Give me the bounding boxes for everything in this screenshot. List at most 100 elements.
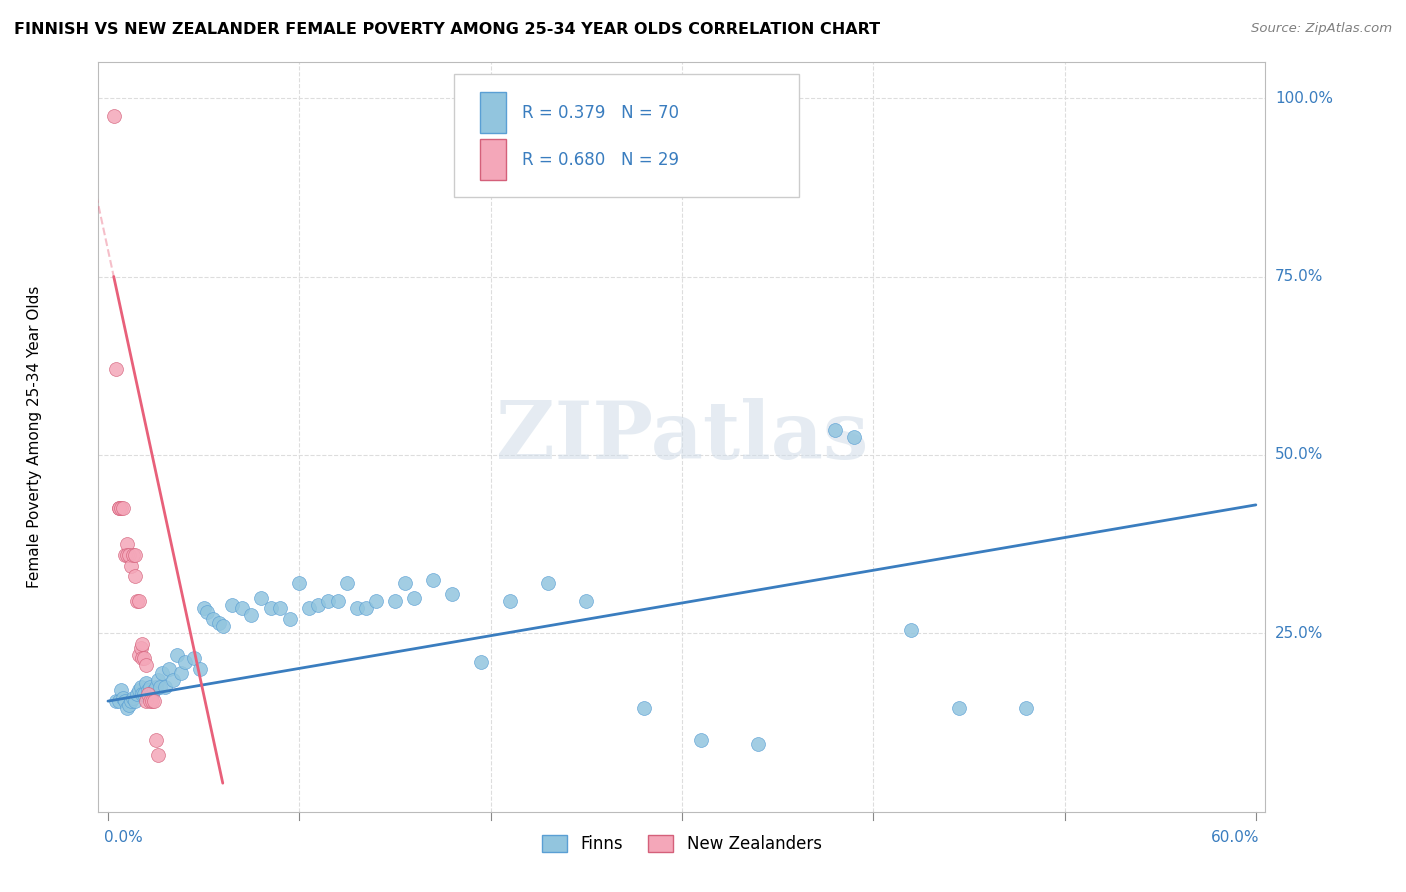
Point	[141, 687, 163, 701]
FancyBboxPatch shape	[454, 74, 799, 197]
Point	[259, 601, 281, 615]
Point	[131, 651, 153, 665]
Point	[900, 623, 922, 637]
Point	[288, 576, 311, 591]
Point	[118, 548, 141, 562]
Point	[120, 694, 142, 708]
Point	[112, 501, 135, 516]
Point	[240, 608, 263, 623]
Point	[118, 698, 141, 712]
Point	[141, 694, 163, 708]
Point	[136, 687, 159, 701]
Point	[124, 548, 146, 562]
Point	[135, 694, 157, 708]
Point	[145, 680, 167, 694]
Point	[114, 694, 136, 708]
Text: R = 0.680   N = 29: R = 0.680 N = 29	[522, 151, 679, 169]
Point	[422, 573, 444, 587]
Point	[842, 430, 865, 444]
Point	[124, 569, 146, 583]
Point	[114, 548, 136, 562]
Point	[298, 601, 321, 615]
Point	[120, 558, 142, 573]
Point	[1015, 701, 1038, 715]
Point	[208, 615, 231, 630]
Point	[193, 601, 215, 615]
Point	[211, 619, 233, 633]
Point	[170, 665, 193, 680]
Point	[104, 694, 127, 708]
FancyBboxPatch shape	[479, 139, 506, 180]
Point	[307, 598, 329, 612]
Point	[269, 601, 291, 615]
Point	[173, 655, 195, 669]
Point	[690, 733, 713, 747]
Point	[824, 423, 846, 437]
Point	[128, 648, 150, 662]
Point	[149, 680, 172, 694]
Point	[128, 683, 150, 698]
Point	[155, 680, 177, 694]
Text: ZIPatlas: ZIPatlas	[496, 398, 868, 476]
Point	[110, 501, 132, 516]
Text: FINNISH VS NEW ZEALANDER FEMALE POVERTY AMONG 25-34 YEAR OLDS CORRELATION CHART: FINNISH VS NEW ZEALANDER FEMALE POVERTY …	[14, 22, 880, 37]
Point	[129, 640, 152, 655]
Point	[108, 501, 131, 516]
Point	[384, 594, 406, 608]
Point	[336, 576, 359, 591]
Point	[146, 747, 169, 762]
Point	[188, 662, 211, 676]
Point	[112, 690, 135, 705]
Point	[125, 687, 148, 701]
Point	[394, 576, 416, 591]
Point	[134, 651, 156, 665]
Point	[537, 576, 560, 591]
Point	[183, 651, 205, 665]
Text: 100.0%: 100.0%	[1275, 91, 1333, 105]
Point	[103, 109, 125, 123]
Point	[948, 701, 970, 715]
Point	[354, 601, 377, 615]
Point	[110, 683, 132, 698]
Point	[470, 655, 492, 669]
Point	[364, 594, 387, 608]
Text: Source: ZipAtlas.com: Source: ZipAtlas.com	[1251, 22, 1392, 36]
Point	[202, 612, 225, 626]
Text: 75.0%: 75.0%	[1275, 269, 1323, 284]
Point	[139, 680, 162, 694]
Point	[250, 591, 273, 605]
Point	[575, 594, 598, 608]
Text: 0.0%: 0.0%	[104, 830, 143, 845]
Point	[135, 676, 157, 690]
Point	[162, 673, 184, 687]
Point	[441, 587, 464, 601]
Point	[115, 548, 138, 562]
Text: Female Poverty Among 25-34 Year Olds: Female Poverty Among 25-34 Year Olds	[27, 286, 42, 588]
Point	[157, 662, 180, 676]
Point	[128, 594, 150, 608]
Point	[131, 637, 153, 651]
Point	[108, 694, 131, 708]
Point	[142, 683, 165, 698]
Point	[135, 658, 157, 673]
Text: 50.0%: 50.0%	[1275, 448, 1323, 462]
Point	[121, 690, 143, 705]
Point	[166, 648, 188, 662]
Point	[125, 594, 148, 608]
Point	[139, 694, 162, 708]
Legend: Finns, New Zealanders: Finns, New Zealanders	[536, 828, 828, 860]
Point	[197, 605, 219, 619]
Point	[326, 594, 349, 608]
Text: 25.0%: 25.0%	[1275, 626, 1323, 640]
Point	[499, 594, 522, 608]
Point	[150, 665, 173, 680]
Point	[747, 737, 769, 751]
Point	[129, 680, 152, 694]
Point	[404, 591, 426, 605]
Point	[115, 537, 138, 551]
Point	[108, 501, 131, 516]
Point	[134, 687, 156, 701]
Point	[131, 687, 153, 701]
Point	[136, 683, 159, 698]
Point	[146, 673, 169, 687]
